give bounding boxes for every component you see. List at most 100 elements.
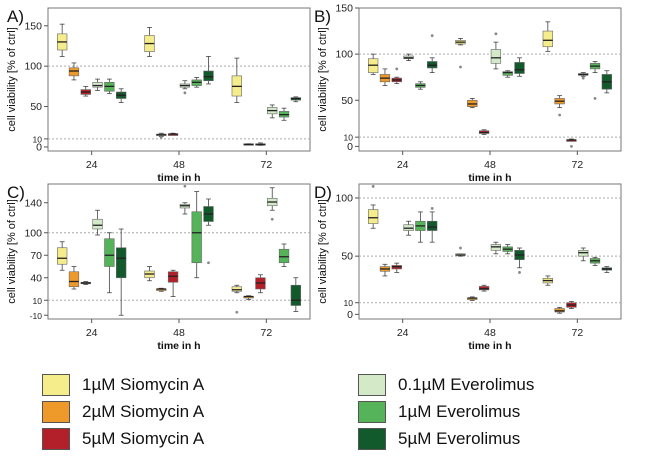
outlier-point: [270, 217, 274, 221]
y-tick-label: 10: [33, 134, 43, 144]
box-body: [490, 49, 502, 64]
box-0.1um-everolimus-24h: [92, 78, 103, 91]
box-2um-siomycin-a-48h: [467, 98, 478, 109]
box-5um-siomycin-a-24h: [391, 262, 402, 273]
y-tick-label: 100: [24, 227, 42, 239]
panel-b: B) 010 50 100 150 cell viability [% of ctrl] 2…: [314, 3, 622, 184]
y-tick-label: 10: [344, 298, 354, 308]
box-5um-siomycin-a-48h: [478, 129, 490, 135]
box-5um-siomycin-a-72h: [566, 301, 577, 309]
x-axis-label: time in h: [157, 340, 200, 352]
box-0.1um-everolimus-48h: [179, 80, 191, 95]
box-2um-siomycin-a-72h: [554, 95, 565, 117]
x-tick-label: 24: [86, 159, 98, 171]
box-1um-everolimus-24h: [104, 232, 115, 294]
box-5um-everolimus-24h: [116, 88, 127, 103]
legend-item-5um-everolimus: 5µM Everolimus: [358, 426, 520, 452]
box-0.1um-everolimus-72h: [267, 104, 278, 119]
y-tick-label: 150: [335, 3, 353, 15]
box-1um-siomycin-a-24h: [57, 241, 68, 271]
box-body: [191, 211, 202, 264]
legend-item-1um-siomycin-a: 1µM Siomycin A: [42, 372, 204, 398]
box-5um-everolimus-24h: [427, 34, 438, 73]
box-body: [427, 220, 438, 231]
y-axis-label: cell viability [% of ctrl]: [6, 199, 18, 304]
y-tick-label: 50: [30, 101, 42, 113]
box-1um-siomycin-a-24h: [57, 23, 68, 57]
y-tick-label: 50: [341, 95, 353, 107]
y-tick-label: 10: [33, 296, 43, 306]
x-tick-label: 72: [571, 327, 583, 339]
box-5um-siomycin-a-48h: [167, 269, 179, 297]
box-1um-everolimus-24h: [415, 211, 426, 243]
panel-label: A): [7, 7, 24, 26]
legend-label: 1µM Everolimus: [398, 402, 521, 421]
outlier-point: [207, 261, 210, 265]
box-body: [92, 82, 103, 88]
box-5um-siomycin-a-24h: [80, 85, 91, 97]
outlier-point: [494, 32, 498, 36]
outlier-point: [570, 144, 573, 148]
legend-label: 1µM Siomycin A: [82, 375, 205, 394]
legend-swatch: [42, 401, 70, 423]
box-1um-everolimus-72h: [278, 107, 290, 121]
box-1um-siomycin-a-24h: [368, 53, 379, 75]
y-tick-label: 10: [344, 133, 354, 143]
box-2um-siomycin-a-72h: [243, 143, 254, 146]
box-body: [57, 247, 68, 265]
box-5um-siomycin-a-72h: [255, 274, 266, 294]
y-tick-label: 0: [347, 309, 353, 321]
y-axis-label: cell viability [% of ctrl]: [317, 27, 329, 132]
box-5um-siomycin-a-72h: [566, 138, 577, 148]
box-1um-siomycin-a-72h: [542, 275, 553, 286]
box-1um-everolimus-72h: [278, 243, 290, 267]
box-body: [68, 271, 80, 288]
legend-label: 0.1µM Everolimus: [398, 375, 535, 394]
box-body: [368, 209, 379, 224]
box-5um-siomycin-a-24h: [80, 281, 91, 285]
legend-label: 2µM Siomycin A: [82, 402, 205, 421]
legend: 1µM Siomycin A 0.1µM Everolimus 2µM Siom…: [0, 362, 650, 462]
legend-swatch: [358, 401, 386, 423]
outlier-point: [459, 65, 462, 69]
legend-item-0.1um-everolimus: 0.1µM Everolimus: [358, 372, 534, 398]
outlier-point: [593, 97, 597, 100]
legend-swatch: [42, 428, 70, 450]
box-body: [92, 218, 103, 230]
y-tick-label: 70: [30, 250, 42, 262]
box-5um-siomycin-a-24h: [391, 67, 402, 85]
box-1um-everolimus-72h: [589, 256, 601, 266]
box-2um-siomycin-a-24h: [379, 263, 391, 277]
plot-frame: [47, 7, 311, 152]
outlier-point: [581, 76, 585, 80]
x-tick-label: 24: [86, 327, 98, 339]
y-tick-label: 140: [24, 197, 42, 209]
y-tick-label: 150: [24, 20, 42, 32]
x-tick-label: 24: [397, 159, 409, 171]
legend-item-2um-siomycin-a: 2µM Siomycin A: [42, 399, 204, 425]
box-body: [542, 30, 553, 48]
legend-swatch: [358, 374, 386, 396]
box-0.1um-everolimus-72h: [578, 247, 589, 262]
box-body: [514, 62, 525, 74]
box-body: [203, 70, 214, 82]
box-1um-siomycin-a-72h: [231, 57, 242, 103]
y-tick-label: 50: [341, 251, 353, 263]
box-5um-everolimus-72h: [601, 266, 612, 273]
box-0.1um-everolimus-24h: [403, 53, 414, 61]
box-2um-siomycin-a-24h: [68, 266, 80, 290]
box-1um-everolimus-48h: [502, 244, 513, 255]
box-body: [167, 271, 179, 283]
panel-label: C): [7, 183, 25, 202]
box-body: [290, 284, 301, 306]
box-body: [104, 238, 115, 267]
x-tick-label: 48: [173, 327, 185, 339]
y-tick-label: 100: [24, 61, 42, 73]
box-0.1um-everolimus-24h: [92, 209, 103, 236]
box-0.1um-everolimus-24h: [403, 220, 414, 236]
box-5um-everolimus-72h: [290, 96, 301, 103]
box-1um-siomycin-a-48h: [455, 38, 466, 69]
box-0.1um-everolimus-48h: [490, 241, 502, 255]
box-0.1um-everolimus-48h: [490, 32, 502, 70]
